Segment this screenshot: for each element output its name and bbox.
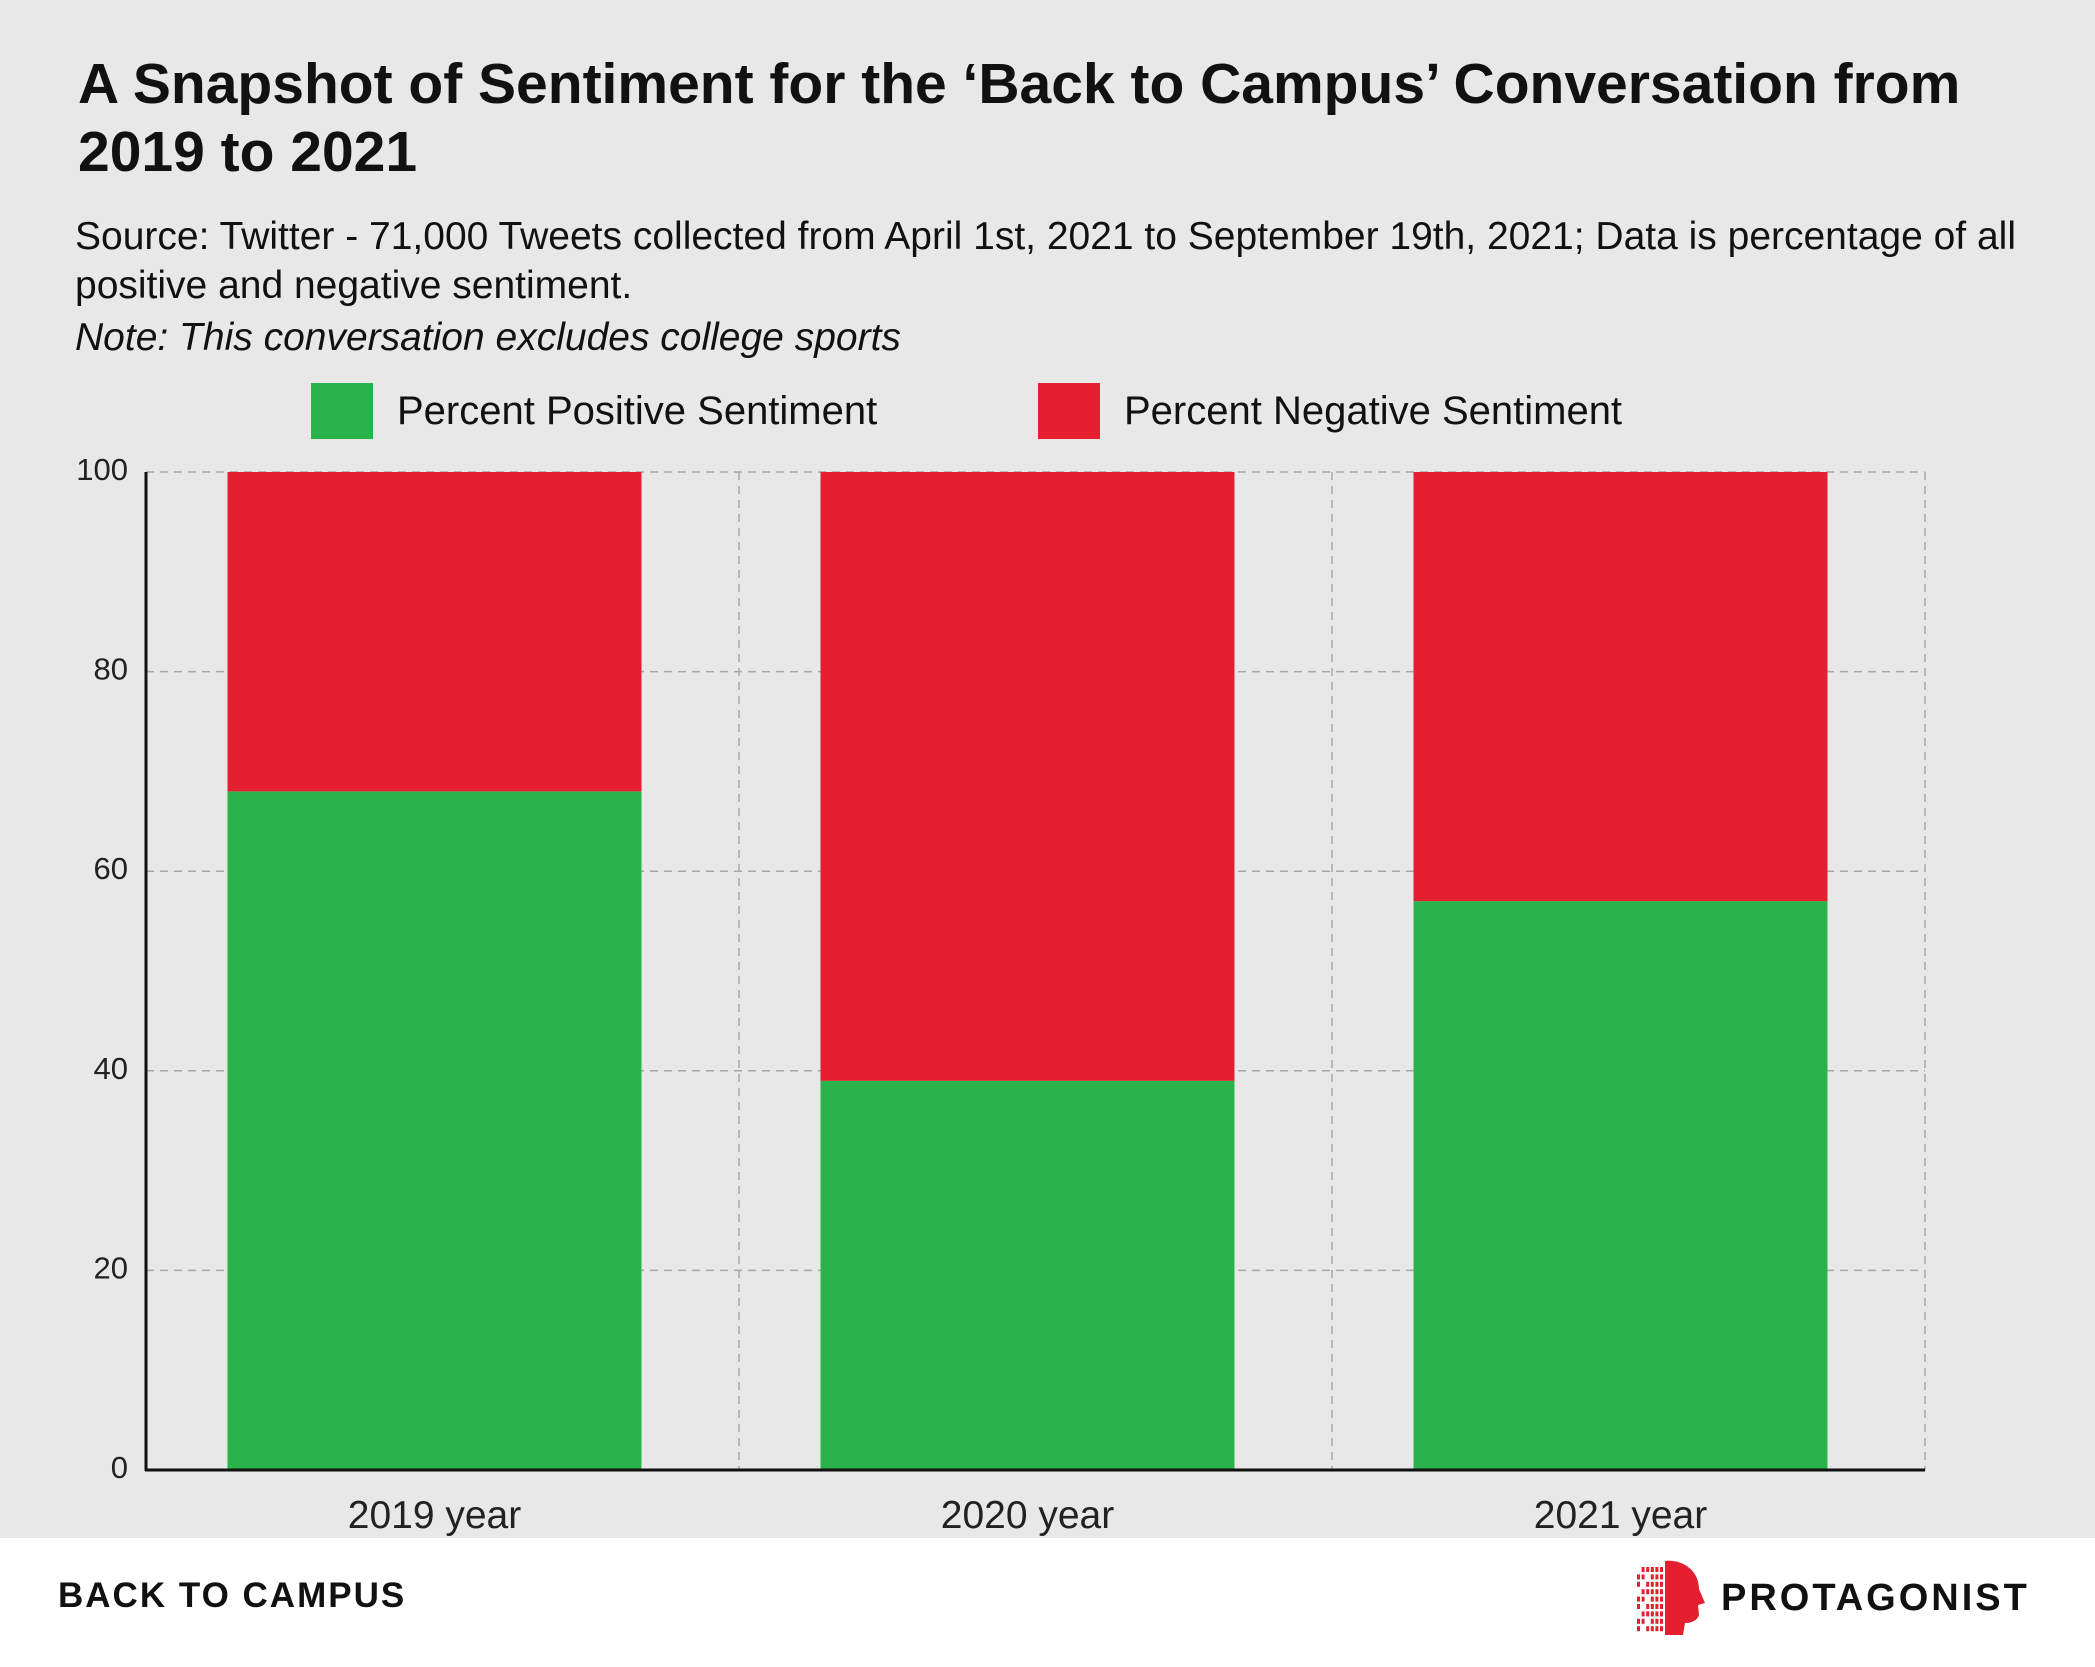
- legend: Percent Positive Sentiment Percent Negat…: [0, 382, 2095, 442]
- x-tick-label-3: 2021 year: [1534, 1494, 1707, 1537]
- y-tick-label-4: 80: [94, 652, 128, 687]
- legend-swatch-positive: [311, 383, 373, 439]
- y-tick-label-5: 100: [76, 452, 128, 487]
- legend-item-negative: Percent Negative Sentiment: [1038, 382, 1622, 440]
- x-tick-label-1: 2019 year: [348, 1494, 521, 1537]
- bar-positive-1: [227, 791, 642, 1470]
- protagonist-head-logo-icon: [1637, 1560, 1705, 1635]
- y-tick-label-3: 60: [94, 851, 128, 886]
- bar-negative-1: [227, 472, 642, 792]
- brand-name: PROTAGONIST: [1721, 1576, 2030, 1619]
- chart-subtitle: Source: Twitter - 71,000 Tweets collecte…: [75, 215, 2016, 307]
- bar-negative-2: [820, 472, 1235, 1081]
- bar-chart: 2019 year 2020 year 2021 year 0 20 40 60 80 100: [76, 452, 1926, 1537]
- y-tick-label-0: 0: [111, 1450, 128, 1485]
- legend-label-negative: Percent Negative Sentiment: [1124, 388, 1623, 433]
- legend-item-positive: Percent Positive Sentiment: [311, 382, 877, 440]
- legend-swatch-negative: [1038, 383, 1100, 439]
- chart-title: A Snapshot of Sentiment for the ‘Back to…: [78, 52, 1961, 184]
- footer-label: BACK TO CAMPUS: [58, 1576, 407, 1615]
- brand: PROTAGONIST: [1635, 1553, 2030, 1643]
- bar-negative-3: [1413, 472, 1828, 902]
- x-tick-label-2: 2020 year: [941, 1494, 1114, 1537]
- bar-positive-2: [820, 1080, 1235, 1470]
- y-tick-label-1: 20: [94, 1250, 128, 1285]
- legend-label-positive: Percent Positive Sentiment: [397, 388, 878, 433]
- bar-positive-3: [1413, 901, 1828, 1470]
- y-tick-label-2: 40: [94, 1051, 128, 1086]
- chart-note: Note: This conversation excludes college…: [75, 316, 901, 359]
